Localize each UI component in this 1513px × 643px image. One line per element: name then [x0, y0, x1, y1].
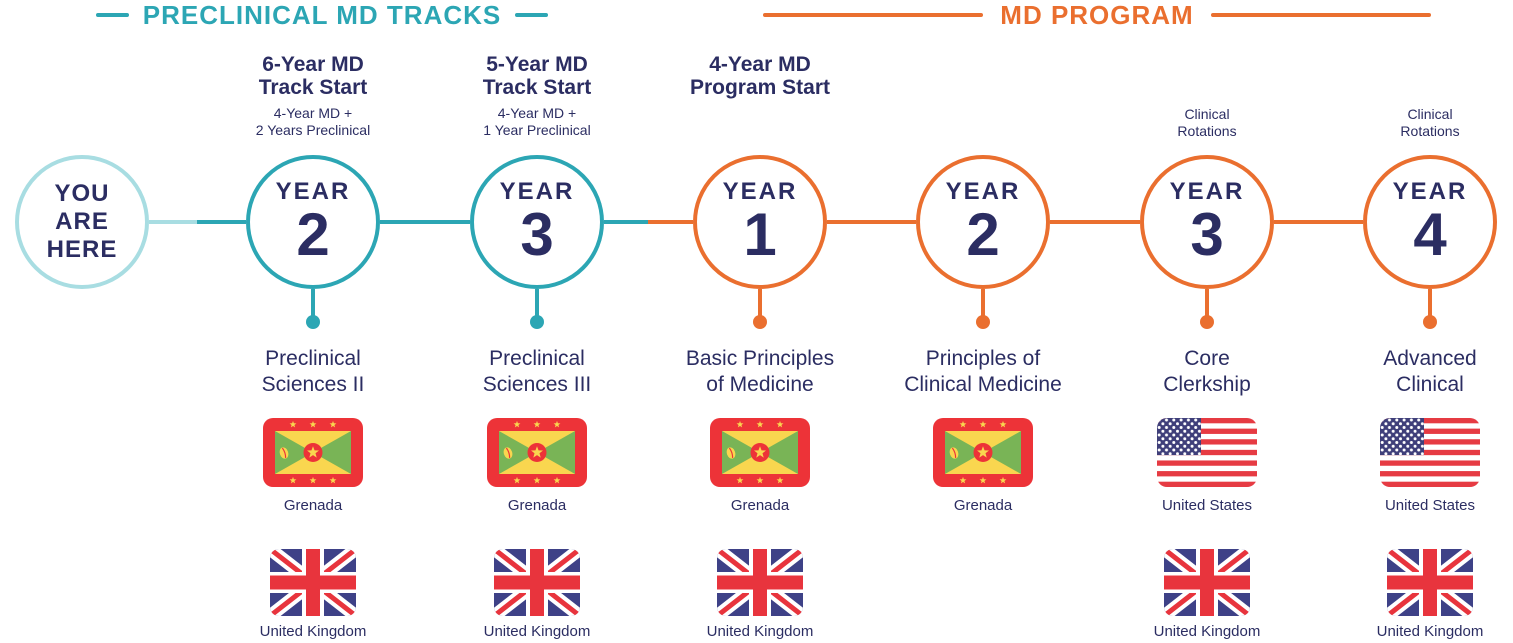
year-3-circle: YEAR 3 [470, 155, 604, 289]
stem-dot [1423, 315, 1437, 329]
year-number: 2 [296, 201, 330, 268]
flag-country-label: United States [1384, 497, 1476, 514]
course-label: Basic Principles of Medicine [685, 347, 835, 396]
stem-dot [530, 315, 544, 329]
header-line-left [763, 13, 983, 17]
course-label: Preclinical Sciences III [482, 347, 592, 396]
clinical-rotations-label: Clinical Rotations [1400, 106, 1460, 139]
grenada-flag-icon [427, 418, 647, 487]
uk-flag-icon [1320, 549, 1513, 616]
preclinical-tracks-title: PRECLINICAL MD TRACKS [142, 0, 502, 30]
program-start-title: 4-Year MD Program Start [689, 53, 831, 99]
timeline-node-preclinical-year-3: 5-Year MD Track Start 4-Year MD + 1 Year… [427, 0, 647, 643]
year-4-circle: YEAR 4 [1363, 155, 1497, 289]
uk-flag-icon [1097, 549, 1317, 616]
flag-country-label: United Kingdom [1376, 623, 1484, 640]
flag-country-label: United Kingdom [706, 623, 814, 640]
timeline-node-md-year-4: Clinical Rotations YEAR 4 Advanced Clini… [1320, 0, 1513, 643]
connector-segment [380, 220, 470, 224]
flag-country-label: United Kingdom [1153, 623, 1261, 640]
course-label: Advanced Clinical [1383, 347, 1477, 396]
stem-line [758, 289, 762, 317]
flag-country-label: United Kingdom [259, 623, 367, 640]
course-label: Principles of Clinical Medicine [904, 347, 1062, 396]
stem-line [981, 289, 985, 317]
grenada-flag-icon [203, 418, 423, 487]
timeline-node-preclinical-year-2: 6-Year MD Track Start 4-Year MD + 2 Year… [203, 0, 423, 643]
timeline-node-md-year-1: 4-Year MD Program Start YEAR 1 Basic Pri… [650, 0, 870, 643]
md-program-header: MD PROGRAM [763, 0, 1431, 30]
timeline-node-md-year-2: YEAR 2 Principles of Clinical Medicine G… [873, 0, 1093, 643]
flag-country-label: Grenada [507, 497, 567, 514]
course-label: Preclinical Sciences II [261, 347, 365, 396]
connector-segment [149, 220, 197, 224]
track-start-title: 6-Year MD Track Start [258, 53, 368, 99]
connector-segment [1050, 220, 1140, 224]
year-word: YEAR [1392, 178, 1468, 205]
year-word: YEAR [722, 178, 798, 205]
year-word: YEAR [1169, 178, 1245, 205]
year-word: YEAR [945, 178, 1021, 205]
flag-country-label: United Kingdom [483, 623, 591, 640]
uk-flag-icon [427, 549, 647, 616]
clinical-rotations-label: Clinical Rotations [1177, 106, 1237, 139]
year-2-circle: YEAR 2 [246, 155, 380, 289]
stem-line [1205, 289, 1209, 317]
stem-line [535, 289, 539, 317]
timeline-node-md-year-3: Clinical Rotations YEAR 3 Core Clerkship… [1097, 0, 1317, 643]
connector-segment [1274, 220, 1363, 224]
uk-flag-icon [203, 549, 423, 616]
header-dash-left [95, 13, 129, 17]
year-number: 1 [743, 201, 777, 268]
connector-segment [648, 220, 693, 224]
stem-dot [306, 315, 320, 329]
connector-segment [827, 220, 916, 224]
flag-country-label: Grenada [953, 497, 1013, 514]
course-label: Core Clerkship [1163, 347, 1251, 396]
stem-line [1428, 289, 1432, 317]
track-start-subtitle: 4-Year MD + 2 Years Preclinical [255, 105, 371, 138]
us-flag-icon [1320, 418, 1513, 487]
uk-flag-icon [650, 549, 870, 616]
year-word: YEAR [275, 178, 351, 205]
grenada-flag-icon [873, 418, 1093, 487]
year-number: 4 [1413, 201, 1447, 268]
year-1-circle: YEAR 1 [693, 155, 827, 289]
year-number: 3 [520, 201, 554, 268]
grenada-flag-icon [650, 418, 870, 487]
year-number: 3 [1190, 201, 1224, 268]
preclinical-tracks-header: PRECLINICAL MD TRACKS [90, 0, 554, 30]
year-number: 2 [966, 201, 1000, 268]
year-3-circle: YEAR 3 [1140, 155, 1274, 289]
track-start-subtitle: 4-Year MD + 1 Year Preclinical [483, 105, 591, 138]
you-are-here-label: YOU ARE HERE [46, 180, 118, 263]
us-flag-icon [1097, 418, 1317, 487]
connector-segment [604, 220, 648, 224]
flag-country-label: Grenada [283, 497, 343, 514]
timeline-node-you-are-here: YOU ARE HERE [0, 0, 192, 643]
header-line-right [1211, 13, 1431, 17]
connector-segment [197, 220, 246, 224]
stem-dot [976, 315, 990, 329]
flag-country-label: Grenada [730, 497, 790, 514]
stem-line [311, 289, 315, 317]
year-word: YEAR [499, 178, 575, 205]
stem-dot [753, 315, 767, 329]
track-start-title: 5-Year MD Track Start [482, 53, 592, 99]
header-dash-right [515, 13, 549, 17]
stem-dot [1200, 315, 1214, 329]
you-are-here-circle: YOU ARE HERE [15, 155, 149, 289]
flag-country-label: United States [1161, 497, 1253, 514]
md-program-title: MD PROGRAM [1000, 0, 1194, 30]
year-2-circle: YEAR 2 [916, 155, 1050, 289]
